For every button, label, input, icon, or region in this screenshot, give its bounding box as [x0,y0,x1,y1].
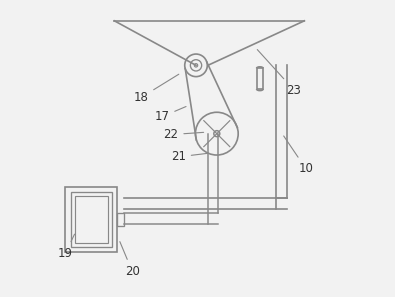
Text: 10: 10 [284,136,313,175]
Text: 17: 17 [154,107,186,123]
Bar [257,68,263,89]
Text: 22: 22 [164,128,204,141]
Text: 21: 21 [171,150,208,163]
Text: 23: 23 [257,50,301,97]
Bar [75,196,108,243]
Bar [65,187,117,252]
Bar [117,213,124,226]
Bar [71,192,112,247]
Text: 20: 20 [120,242,139,278]
Text: 18: 18 [134,74,179,104]
Text: 19: 19 [58,234,75,260]
